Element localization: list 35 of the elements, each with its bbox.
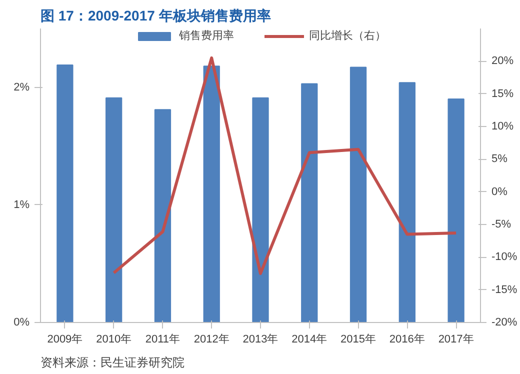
legend-label: 同比增长（右）: [309, 29, 386, 43]
x-tick-label: 2011年: [145, 334, 180, 346]
bar: [106, 97, 122, 322]
bar: [301, 83, 318, 322]
line-series: [112, 56, 458, 275]
text: 资料来源：民生证券研究院: [40, 356, 184, 370]
y2-tick-label: 15%: [492, 88, 514, 100]
bar: [448, 98, 464, 322]
x-tick-label: 2017年: [438, 334, 474, 346]
bar: [398, 82, 416, 322]
y2-tick-label: 10%: [492, 120, 514, 132]
y2-tick-label: 20%: [492, 55, 514, 68]
bar: [252, 97, 269, 322]
bar: [203, 66, 220, 322]
bar: [56, 64, 74, 322]
x-tick-label: 2010年: [96, 334, 132, 346]
x-tick-label: 2013年: [242, 334, 278, 346]
y-tick-label: 1%: [14, 198, 30, 211]
y-tick-label: 0%: [14, 316, 30, 328]
legend-label: 销售费用率: [179, 28, 234, 43]
y2-tick-label: -15%: [492, 284, 518, 296]
x-tick-label: 2015年: [340, 334, 376, 346]
y2-tick-label: 0%: [492, 186, 508, 198]
x-tick-label: 2016年: [389, 334, 425, 346]
bar: [154, 109, 172, 322]
x-tick-label: 2014年: [292, 334, 328, 346]
chart-title: 图 17：2009-2017 年板块销售费用率: [40, 8, 271, 24]
x-tick-label: 2012年: [194, 334, 230, 346]
bar: [350, 66, 367, 322]
y2-tick-label: 5%: [492, 153, 508, 166]
y2-tick-label: -5%: [492, 218, 512, 230]
x-tick-label: 2009年: [47, 334, 83, 346]
y2-tick-label: -10%: [492, 251, 518, 264]
y2-tick-label: -20%: [492, 316, 518, 328]
y-tick-label: 2%: [14, 81, 30, 94]
